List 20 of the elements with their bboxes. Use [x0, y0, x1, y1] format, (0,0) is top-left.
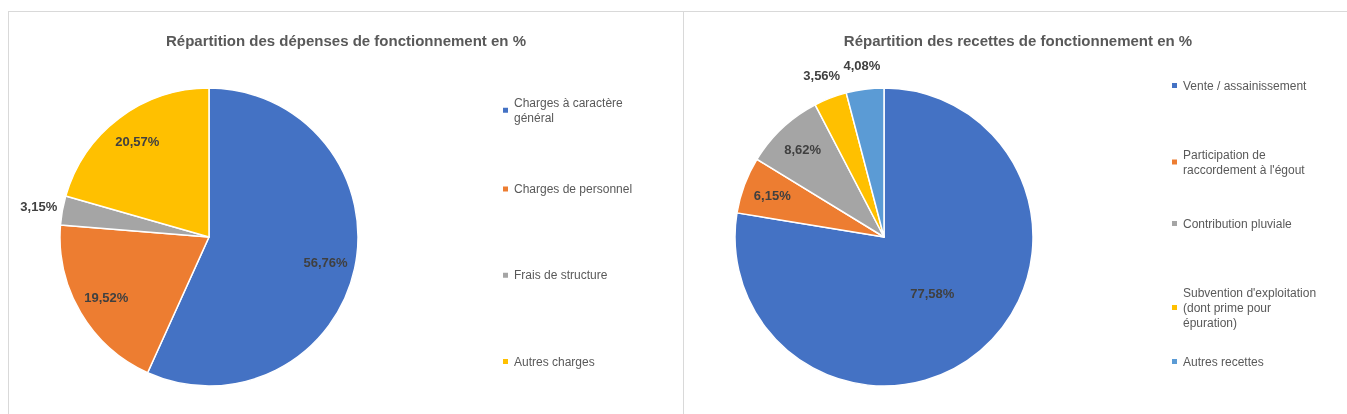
data-label: 3,56%: [803, 68, 841, 84]
data-label: 8,62%: [784, 142, 822, 158]
data-label: 6,15%: [753, 187, 792, 203]
legend-label: Charges de personnel: [514, 182, 633, 196]
legend-label: Autres recettes: [1183, 354, 1264, 369]
data-label: 4,08%: [843, 57, 881, 73]
chart-title: Répartition des recettes de fonctionnement en %: [843, 32, 1193, 49]
chart-title: Répartition des dépenses de fonctionnement en %: [165, 32, 527, 49]
legend-label: Vente / assainissement: [1183, 78, 1308, 93]
legend-label: Subvention d'exploitation (dont prime pour épuration): [1183, 285, 1320, 330]
legend-label: Contribution pluviale: [1183, 216, 1293, 231]
data-label: 77,58%: [910, 286, 955, 302]
data-label: 20,57%: [115, 134, 160, 150]
legend-label: Charges à caractère général: [514, 95, 627, 125]
legend-label: Participation de raccordement à l'égout: [1183, 147, 1306, 177]
legend-label: Frais de structure: [514, 268, 608, 283]
legend-label: Autres charges: [514, 354, 595, 369]
data-label: 56,76%: [303, 254, 349, 270]
data-label: 19,52%: [84, 290, 129, 306]
data-label: 3,15%: [20, 198, 58, 214]
